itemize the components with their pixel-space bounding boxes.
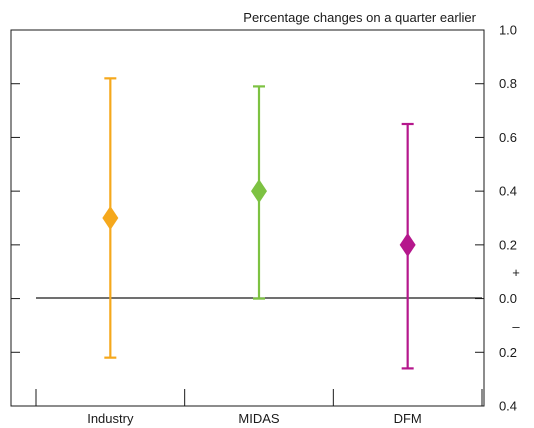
x-tick-label: Industry xyxy=(87,411,134,426)
y-tick-label: 0.2 xyxy=(499,237,517,252)
data-marks xyxy=(102,77,416,370)
y-tick-label: 0.0 xyxy=(499,291,517,306)
y-tick-label: 0.4 xyxy=(499,399,517,414)
y-tick-label: 0.2 xyxy=(499,345,517,360)
y-tick-label: 0.6 xyxy=(499,130,517,145)
y-tick-label: 0.8 xyxy=(499,76,517,91)
x-tick-label: MIDAS xyxy=(238,411,280,426)
plot-frame xyxy=(10,29,485,407)
x-axis: Industry MIDAS DFM xyxy=(35,389,483,426)
y-tick-label: 1.0 xyxy=(499,23,517,38)
point-marker xyxy=(251,179,267,204)
sign-plus-label: + xyxy=(512,265,520,280)
chart-title: Percentage changes on a quarter earlier xyxy=(243,10,476,25)
y-tick-label: 0.4 xyxy=(499,184,517,199)
point-marker xyxy=(399,232,416,257)
x-tick-label: DFM xyxy=(394,411,422,426)
sign-minus-label: – xyxy=(512,319,520,334)
y-axis: 1.0 0.8 0.6 0.4 0.2 0.0 0.2 0.4 xyxy=(11,23,517,414)
point-marker xyxy=(102,206,119,230)
